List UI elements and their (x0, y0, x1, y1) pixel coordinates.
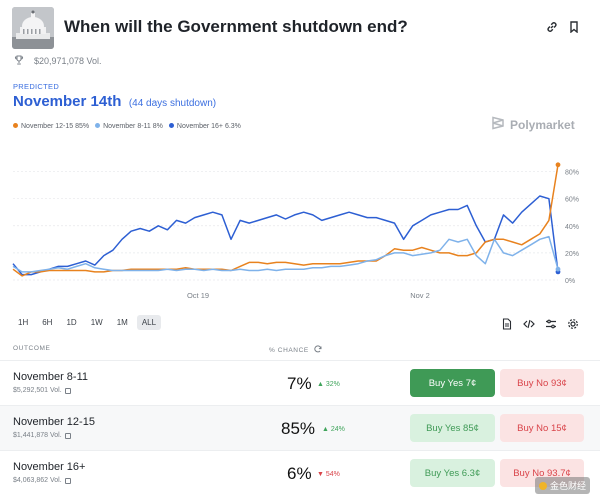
chance-change: ▲ 32% (317, 381, 340, 388)
x-tick-label: Oct 19 (187, 291, 209, 300)
chance-change: ▼ 54% (317, 471, 340, 478)
settings-icon[interactable] (566, 318, 580, 330)
y-tick-label: 0% (565, 278, 575, 285)
y-tick-label: 80% (565, 170, 579, 177)
price-history-chart[interactable]: 0% 20% 40% 60% 80% Oct 19 Nov 2 (0, 150, 600, 310)
volume-text: $20,971,078 Vol. (34, 56, 102, 66)
series-endpoint (555, 162, 561, 168)
range-1m[interactable]: 1M (116, 318, 128, 327)
rules-icon[interactable] (64, 387, 71, 394)
outcome-name: November 16+ (13, 461, 86, 473)
outcome-column-header: OUTCOME (13, 345, 51, 352)
predicted-outcome: November 14th (44 days shutdown) (13, 93, 216, 111)
trophy-icon (14, 55, 24, 67)
legend-item: November 12-15 85% (13, 123, 89, 130)
sliders-icon[interactable] (544, 318, 558, 330)
legend-dot (168, 123, 174, 128)
range-all[interactable]: ALL (136, 315, 162, 330)
legend-item: November 8-11 8% (95, 123, 163, 130)
buy-no-button[interactable]: Buy No 93¢ (500, 369, 584, 397)
outcome-volume: $5,292,501 Vol. (13, 387, 71, 394)
predicted-label: PREDICTED (13, 82, 60, 91)
buy-yes-button[interactable]: Buy Yes 85¢ (410, 414, 495, 442)
market-title: When will the Government shutdown end? (64, 17, 408, 36)
range-6h[interactable]: 6H (42, 318, 53, 327)
predicted-detail: (44 days shutdown) (128, 98, 217, 109)
y-tick-label: 60% (565, 197, 579, 204)
refresh-icon[interactable] (314, 345, 322, 355)
time-range-selector: 1H 6H 1D 1W 1M ALL (13, 315, 162, 330)
rules-icon[interactable] (64, 432, 71, 439)
series-line (12, 235, 559, 273)
polymarket-logo-icon (491, 116, 505, 133)
chart-toolbar (500, 318, 580, 330)
legend-dot (13, 123, 18, 128)
link-icon[interactable] (544, 19, 560, 35)
buy-no-button[interactable]: Buy No 15¢ (500, 414, 584, 442)
outcome-chance: 7% (287, 374, 312, 393)
series-line (12, 164, 559, 277)
range-1d[interactable]: 1D (66, 318, 77, 327)
buy-yes-button[interactable]: Buy Yes 7¢ (410, 369, 495, 397)
series-endpoint (555, 266, 561, 272)
legend-dot (95, 123, 101, 128)
outcome-chance: 85% (281, 419, 316, 438)
predicted-date: November 14th (13, 93, 122, 110)
market-volume: $20,971,078 Vol. (14, 55, 102, 67)
document-icon[interactable] (500, 318, 514, 330)
brand-name: Polymarket (510, 117, 575, 132)
x-tick-label: Nov 2 (410, 291, 430, 300)
y-tick-label: 40% (565, 224, 579, 231)
chance-change: ▲ 24% (322, 426, 345, 433)
outcome-name: November 12-15 (13, 416, 95, 428)
outcome-chance: 6% (287, 464, 312, 483)
bookmark-icon[interactable] (566, 19, 582, 35)
legend-item: November 16+ 6.3% (168, 123, 241, 130)
outcome-row[interactable]: November 12-15 $1,441,878 Vol. 85% ▲ 24%… (0, 405, 600, 450)
outcome-volume: $4,063,862 Vol. (13, 477, 71, 484)
watermark-logo-icon (538, 481, 547, 490)
chart-legend: November 12-15 85% November 8-11 8% Nove… (13, 123, 241, 130)
watermark: 金色财经 (534, 477, 590, 494)
code-icon[interactable] (522, 318, 536, 330)
range-1h[interactable]: 1H (18, 318, 29, 327)
polymarket-brand: Polymarket (491, 116, 575, 133)
chance-column-header: % CHANCE (269, 345, 322, 355)
rules-icon[interactable] (64, 477, 71, 484)
y-tick-label: 20% (565, 251, 579, 258)
series-line (12, 195, 559, 276)
buy-yes-button[interactable]: Buy Yes 6.3¢ (410, 459, 495, 487)
outcome-name: November 8-11 (13, 371, 88, 383)
outcome-row[interactable]: November 8-11 $5,292,501 Vol. 7% ▲ 32% B… (0, 360, 600, 405)
outcome-volume: $1,441,878 Vol. (13, 432, 71, 439)
market-header: When will the Government shutdown end? (12, 7, 588, 49)
outcome-row[interactable]: November 16+ $4,063,862 Vol. 6% ▼ 54% Bu… (0, 450, 600, 495)
capitol-building-icon (12, 7, 54, 49)
range-1w[interactable]: 1W (90, 318, 103, 327)
